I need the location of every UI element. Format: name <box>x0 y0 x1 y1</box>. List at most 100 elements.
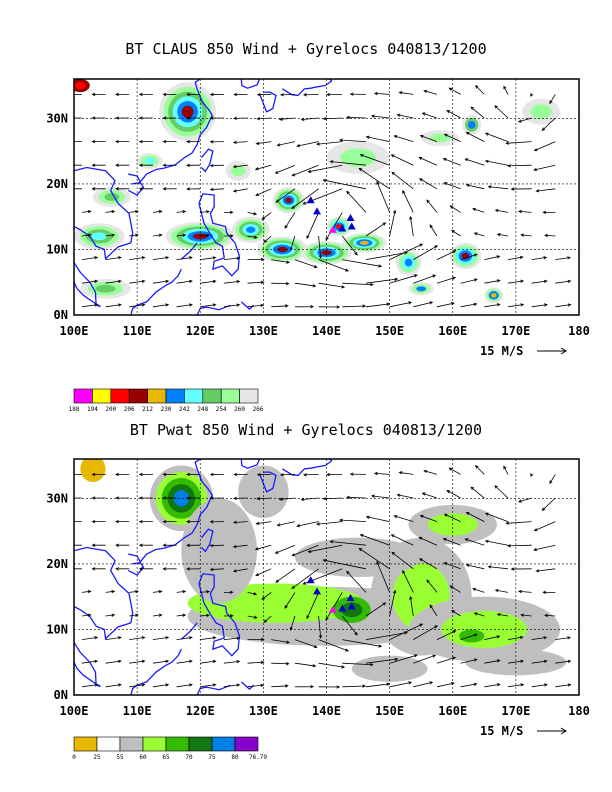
p2-wind-arrow <box>209 496 224 500</box>
p2-wind-arrow <box>200 613 210 618</box>
p1-x-tick-label: 150E <box>375 324 404 338</box>
p1-wind-arrow <box>473 232 485 237</box>
p2-map-area <box>74 459 579 695</box>
p1-wind-arrow <box>105 209 116 214</box>
p1-wind-arrow <box>436 250 457 260</box>
p1-wind-arrow <box>129 233 139 237</box>
p2-wind-arrow <box>487 565 509 570</box>
p2-colorbar-swatch <box>234 736 259 752</box>
p2-wind-arrow <box>233 472 248 477</box>
p1-wind-arrow <box>138 92 153 97</box>
p2-wind-arrow <box>247 637 265 642</box>
p2-wind-arrow <box>291 568 319 590</box>
p2-shaded-field <box>80 459 567 682</box>
p2-wind-arrow <box>316 521 343 526</box>
p1-wind-arrow <box>256 117 272 121</box>
p1-wind-arrow <box>200 279 217 284</box>
p2-coastline <box>281 459 333 477</box>
p2-field-contour <box>181 498 258 604</box>
p2-wind-arrow <box>365 682 391 688</box>
p1-field-contour <box>246 226 256 233</box>
p1-wind-arrow <box>365 222 387 237</box>
p2-wind-arrow <box>443 513 461 522</box>
p2-wind-arrow <box>223 636 241 641</box>
p2-wind-arrow <box>507 544 532 548</box>
p1-wind-arrow <box>279 93 295 97</box>
p1-wind-arrow <box>465 183 485 190</box>
p1-wind-arrow <box>423 89 438 95</box>
p2-colorbar-label: 76.79 <box>249 754 267 761</box>
p2-wind-arrow <box>91 496 106 500</box>
p1-colorbar-label: 200 <box>105 406 116 413</box>
p1-wind-arrow <box>209 92 224 97</box>
p2-colorbar-label: 65 <box>162 754 170 761</box>
p1-wind-arrow <box>186 187 201 191</box>
p1-x-tick-label: 170E <box>501 324 530 338</box>
p2-wind-arrow <box>152 636 170 641</box>
p2-colorbar-swatch <box>119 736 144 752</box>
p1-gyre-marker <box>338 224 347 232</box>
p1-wind-arrow <box>186 92 201 97</box>
p2-wind-arrow <box>300 497 319 502</box>
p2-wind-arrow <box>138 496 153 500</box>
p2-wind-arrow <box>209 472 224 477</box>
p2-wind-arrow <box>115 567 130 571</box>
p2-wind-arrow <box>256 497 272 501</box>
p2-wind-arrow <box>359 533 390 546</box>
p2-wind-arrow <box>162 543 177 547</box>
p2-wind-arrow <box>303 473 319 477</box>
p2-wind-arrow <box>503 465 509 475</box>
p2-wind-arrow <box>325 592 343 621</box>
p1-wind-arrow <box>484 279 501 284</box>
p2-frame <box>73 458 580 696</box>
p1-wind-arrow <box>232 140 248 144</box>
p2-wind-arrow <box>423 469 438 475</box>
p2-wind-arrow <box>342 639 383 648</box>
p2-wind-arrow <box>162 519 177 524</box>
p1-coastline <box>259 91 277 113</box>
p1-wind-arrow <box>409 215 414 237</box>
p1-x-tick-label: 140E <box>312 324 341 338</box>
p2-colorbar-swatch <box>188 736 213 752</box>
p2-colorbar-swatch <box>73 736 98 752</box>
p1-wind-arrow <box>74 164 82 166</box>
p1-wind-arrow <box>200 256 217 261</box>
p2-coastline <box>259 471 277 493</box>
p2-wind-arrow <box>520 613 532 617</box>
p2-wind-arrow <box>505 521 532 525</box>
p1-colorbar-swatch <box>165 388 185 404</box>
p1-coastline <box>127 181 145 196</box>
p1-wind-arrow <box>129 256 146 261</box>
p1-coastline <box>281 79 333 97</box>
p1-wind-arrow <box>152 279 170 284</box>
p2-wind-arrow <box>358 547 390 570</box>
p1-wind-arrow <box>105 303 122 308</box>
p1-wind-arrow <box>542 210 556 214</box>
p1-wind-arrow <box>531 303 548 308</box>
p1-wind-arrow <box>223 280 241 284</box>
p1-field-contour <box>530 104 552 120</box>
p1-wind-arrow <box>200 233 210 238</box>
p1-wind-arrow <box>81 279 99 284</box>
p2-colorbar-label: 0 <box>72 754 76 761</box>
p2-colorbar-label: 75 <box>208 754 216 761</box>
p1-wind-arrow <box>448 87 461 95</box>
p1-wind-arrow <box>555 256 572 261</box>
p1-wind-arrow <box>494 105 509 119</box>
p2-x-tick-label: 130E <box>249 704 278 718</box>
p1-wind-arrow <box>129 279 146 284</box>
p2-wind-arrow <box>426 579 438 593</box>
p1-wind-arrow <box>533 141 556 152</box>
p1-wind-arrow <box>162 116 177 120</box>
p1-wind-arrow <box>276 141 296 147</box>
p2-wind-arrow <box>549 474 556 485</box>
p1-wind-arrow <box>152 303 170 308</box>
p2-wind-arrow <box>373 471 390 476</box>
p1-wind-arrow <box>105 279 122 284</box>
p1-wind-arrow <box>233 92 248 97</box>
p1-x-tick-label: 160E <box>438 324 467 338</box>
p1-wind-arrow <box>421 112 438 119</box>
p1-wind-arrow <box>373 91 390 96</box>
p2-wind-arrow <box>507 683 525 688</box>
p2-wind-arrow <box>256 472 272 477</box>
